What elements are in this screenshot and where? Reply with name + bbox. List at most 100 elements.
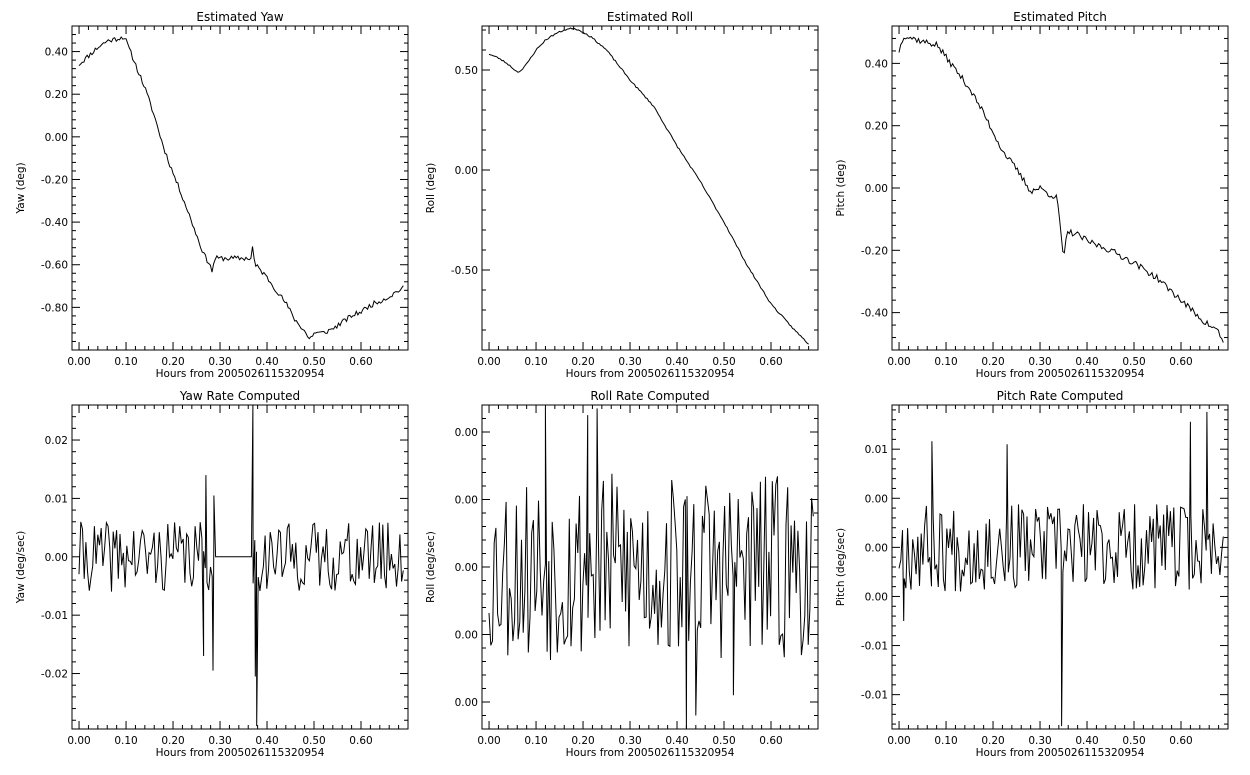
chart1-xtick-label: 0.20 [571, 356, 594, 368]
chart2-xtick-label: 0.40 [1075, 356, 1098, 368]
chart2-ytick-label: -0.20 [861, 245, 888, 257]
chart0-title: Estimated Yaw [196, 10, 283, 24]
chart0-xtick-label: 0.20 [161, 356, 184, 368]
chart0-xlabel: Hours from 2005026115320954 [156, 368, 325, 380]
chart2-panel: Estimated Pitch Hours from 20050261153209… [835, 10, 1229, 380]
chart5-xtick-label: 0.40 [1075, 735, 1098, 747]
chart5-xlabel: Hours from 2005026115320954 [976, 747, 1145, 759]
chart0-ytick-label: -0.20 [41, 174, 68, 186]
chart2-xlabel: Hours from 2005026115320954 [976, 368, 1145, 380]
chart4-series-line [488, 408, 814, 730]
chart5-ytick-label: 0.00 [865, 493, 888, 505]
chart3-ytick-label: -0.02 [41, 669, 68, 681]
chart2-frame [891, 25, 1229, 351]
chart3-ytick-label: -0.01 [41, 610, 68, 622]
chart2-xtick-label: 0.10 [934, 356, 957, 368]
chart0-xtick-label: 0.60 [349, 356, 372, 368]
chart0-ytick-label: -0.80 [41, 302, 68, 314]
chart4-xtick-label: 0.40 [665, 735, 688, 747]
chart0-series-line [78, 36, 404, 340]
chart1-ytick-label: 0.50 [455, 65, 478, 77]
chart2-title: Estimated Pitch [1013, 10, 1107, 24]
chart3-panel: Yaw Rate Computed Hours from 200502611532… [15, 389, 409, 759]
chart0-panel: Estimated Yaw Hours from 2005026115320954… [15, 10, 409, 380]
chart4-ylabel: Roll (deg/sec) [425, 531, 437, 603]
chart3-xtick-label: 0.30 [208, 735, 231, 747]
chart1-series-line [488, 27, 809, 345]
chart0-xtick-label: 0.50 [302, 356, 325, 368]
chart5-ytick-label: 0.00 [865, 542, 888, 554]
chart1-xlabel: Hours from 2005026115320954 [566, 368, 735, 380]
chart1-title: Estimated Roll [607, 10, 693, 24]
chart1-xtick-label: 0.10 [524, 356, 547, 368]
chart5-xtick-label: 0.20 [981, 735, 1004, 747]
chart4-panel: Roll Rate Computed Hours from 20050261153… [425, 389, 819, 759]
chart0-xtick-label: 0.10 [114, 356, 137, 368]
chart2-ytick-label: 0.40 [865, 58, 888, 70]
chart4-xtick-label: 0.20 [571, 735, 594, 747]
chart4-xlabel: Hours from 2005026115320954 [566, 747, 735, 759]
chart4-frame [481, 404, 819, 730]
chart5-xtick-label: 0.50 [1122, 735, 1145, 747]
chart3-frame [71, 404, 409, 730]
chart4-ytick-label: 0.00 [455, 427, 478, 439]
chart3-xtick-label: 0.60 [349, 735, 372, 747]
chart5-ytick-label: 0.01 [865, 444, 888, 456]
chart2-xtick-label: 0.50 [1122, 356, 1145, 368]
chart5-ytick-label: -0.01 [861, 641, 888, 653]
chart1-xtick-label: 0.30 [618, 356, 641, 368]
chart0-ylabel: Yaw (deg) [15, 162, 27, 214]
chart5-ylabel: Pitch (deg/sec) [835, 528, 847, 606]
chart3-xtick-label: 0.10 [114, 735, 137, 747]
chart3-xtick-label: 0.20 [161, 735, 184, 747]
chart5-series-line [898, 411, 1224, 727]
chart0-ytick-label: -0.60 [41, 260, 68, 272]
chart4-ytick-label: 0.00 [455, 495, 478, 507]
chart1-ylabel: Roll (deg) [425, 163, 437, 213]
chart4-xtick-label: 0.50 [712, 735, 735, 747]
chart5-xtick-label: 0.00 [887, 735, 910, 747]
chart2-xtick-label: 0.20 [981, 356, 1004, 368]
chart5-xtick-label: 0.60 [1169, 735, 1192, 747]
chart0-xtick-label: 0.40 [255, 356, 278, 368]
chart5-ytick-label: 0.00 [865, 591, 888, 603]
chart4-xtick-label: 0.60 [759, 735, 782, 747]
chart4-xtick-label: 0.10 [524, 735, 547, 747]
chart2-xtick-label: 0.00 [887, 356, 910, 368]
chart3-xtick-label: 0.00 [67, 735, 90, 747]
chart0-xtick-label: 0.00 [67, 356, 90, 368]
chart5-ytick-label: -0.01 [861, 690, 888, 702]
chart1-ytick-label: -0.50 [451, 265, 478, 277]
chart2-xtick-label: 0.30 [1028, 356, 1051, 368]
chart2-ylabel: Pitch (deg) [835, 160, 847, 217]
chart5-frame [891, 404, 1229, 730]
chart3-xtick-label: 0.40 [255, 735, 278, 747]
chart3-title: Yaw Rate Computed [179, 389, 300, 403]
chart1-xtick-label: 0.40 [665, 356, 688, 368]
chart2-ytick-label: 0.00 [865, 183, 888, 195]
chart3-ytick-label: 0.00 [45, 552, 68, 564]
chart3-xlabel: Hours from 2005026115320954 [156, 747, 325, 759]
chart4-ytick-label: 0.00 [455, 562, 478, 574]
chart3-ytick-label: 0.02 [45, 435, 68, 447]
chart1-xtick-label: 0.50 [712, 356, 735, 368]
chart0-ytick-label: 0.40 [45, 47, 68, 59]
chart3-xtick-label: 0.50 [302, 735, 325, 747]
chart1-xtick-label: 0.60 [759, 356, 782, 368]
chart4-xtick-label: 0.00 [477, 735, 500, 747]
chart0-ytick-label: 0.00 [45, 132, 68, 144]
chart1-panel: Estimated Roll Hours from 200502611532095… [425, 10, 819, 380]
chart5-xtick-label: 0.30 [1028, 735, 1051, 747]
chart0-ytick-label: 0.20 [45, 89, 68, 101]
chart0-ytick-label: -0.40 [41, 217, 68, 229]
chart3-ylabel: Yaw (deg/sec) [15, 531, 27, 605]
chart4-ytick-label: 0.00 [455, 697, 478, 709]
chart5-title: Pitch Rate Computed [997, 389, 1124, 403]
chart0-frame [71, 25, 409, 351]
chart0-xtick-label: 0.30 [208, 356, 231, 368]
chart2-xtick-label: 0.60 [1169, 356, 1192, 368]
chart5-xtick-label: 0.10 [934, 735, 957, 747]
chart5-panel: Pitch Rate Computed Hours from 2005026115… [835, 389, 1229, 759]
chart3-ytick-label: 0.01 [45, 493, 68, 505]
